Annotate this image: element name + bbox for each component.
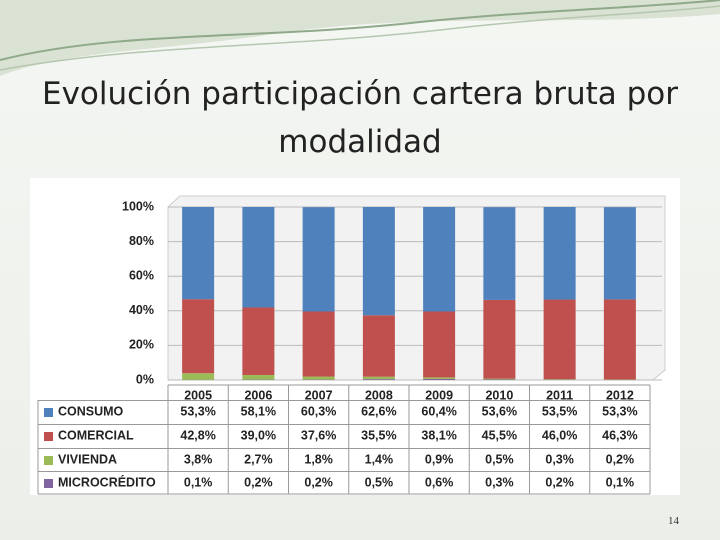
- data-label: 53,3%: [180, 404, 215, 418]
- y-tick-label: 60%: [129, 268, 154, 282]
- x-tick-label: 2006: [244, 388, 272, 402]
- data-label: 62,6%: [361, 404, 396, 418]
- bar-segment: [483, 299, 516, 379]
- legend-label: VIVIENDA: [58, 452, 117, 466]
- data-label: 38,1%: [421, 428, 456, 442]
- data-label: 0,2%: [545, 475, 574, 489]
- page-number: 14: [668, 515, 679, 527]
- bar-segment: [362, 207, 395, 316]
- x-tick-label: 2011: [546, 388, 573, 402]
- bar-segment: [543, 207, 576, 300]
- decor: [0, 0, 720, 61]
- legend-swatch: [44, 432, 53, 441]
- bar-segment: [423, 207, 456, 312]
- bar-segment: [302, 311, 335, 377]
- data-label: 1,4%: [365, 452, 394, 466]
- bar-segment: [423, 378, 456, 380]
- bar-segment: [543, 299, 576, 380]
- data-label: 0,5%: [485, 452, 514, 466]
- data-label: 53,5%: [542, 404, 577, 418]
- decor: [0, 5, 720, 71]
- bar-segment: [182, 207, 215, 300]
- data-label: 0,1%: [184, 475, 213, 489]
- decor: [0, 0, 720, 76]
- x-tick-label: 2007: [305, 388, 333, 402]
- data-label: 0,2%: [304, 475, 333, 489]
- data-label: 0,2%: [244, 475, 273, 489]
- bar-segment: [362, 315, 395, 377]
- slide-title: Evolución participación cartera bruta po…: [42, 76, 678, 160]
- data-label: 42,8%: [180, 428, 215, 442]
- data-label: 60,4%: [421, 404, 456, 418]
- legend-swatch: [44, 456, 53, 465]
- data-label: 3,8%: [184, 452, 213, 466]
- bar-segment: [483, 207, 516, 300]
- x-tick-label: 2012: [606, 388, 634, 402]
- data-label: 60,3%: [301, 404, 336, 418]
- bar-segment: [242, 307, 275, 375]
- bar-segment: [302, 207, 335, 312]
- bar-segment: [423, 311, 456, 378]
- bar-segment: [603, 207, 636, 300]
- data-label: 53,6%: [482, 404, 517, 418]
- data-label: 37,6%: [301, 428, 336, 442]
- data-label: 0,6%: [425, 475, 454, 489]
- data-label: 46,0%: [542, 428, 577, 442]
- data-label: 46,3%: [602, 428, 637, 442]
- legend-label: CONSUMO: [58, 404, 124, 418]
- bar-segment: [182, 373, 215, 380]
- data-label: 0,3%: [545, 452, 574, 466]
- data-label: 45,5%: [482, 428, 517, 442]
- bar-segment: [543, 379, 576, 380]
- data-label: 0,1%: [606, 475, 635, 489]
- legend-label: COMERCIAL: [58, 428, 134, 442]
- bar-segment: [182, 299, 215, 374]
- data-label: 1,8%: [304, 452, 333, 466]
- data-label: 0,3%: [485, 475, 514, 489]
- data-label: 58,1%: [241, 404, 276, 418]
- data-label: 39,0%: [241, 428, 276, 442]
- y-tick-label: 100%: [122, 199, 154, 213]
- y-tick-label: 80%: [129, 234, 154, 248]
- bar-segment: [423, 377, 456, 379]
- x-tick-label: 2005: [184, 388, 212, 402]
- data-label: 0,5%: [365, 475, 394, 489]
- legend-swatch: [44, 479, 53, 488]
- y-tick-label: 40%: [129, 303, 154, 317]
- y-tick-label: 20%: [129, 338, 154, 352]
- x-tick-label: 2008: [365, 388, 393, 402]
- data-label: 35,5%: [361, 428, 396, 442]
- bar-segment: [242, 207, 275, 308]
- x-tick-label: 2010: [485, 388, 513, 402]
- bar-segment: [603, 299, 636, 380]
- data-label: 0,9%: [425, 452, 454, 466]
- legend-label: MICROCRÉDITO: [58, 474, 156, 489]
- bar-segment: [483, 378, 516, 380]
- bar-segment: [362, 376, 395, 380]
- legend-swatch: [44, 408, 53, 417]
- bar-segment: [302, 376, 335, 380]
- data-label: 53,3%: [602, 404, 637, 418]
- bar-segment: [362, 379, 395, 380]
- y-tick-label: 0%: [136, 372, 154, 386]
- x-tick-label: 2009: [425, 388, 453, 402]
- bar-segment: [483, 379, 516, 380]
- data-label: 2,7%: [244, 452, 273, 466]
- data-label: 0,2%: [606, 452, 635, 466]
- bar-segment: [242, 374, 275, 380]
